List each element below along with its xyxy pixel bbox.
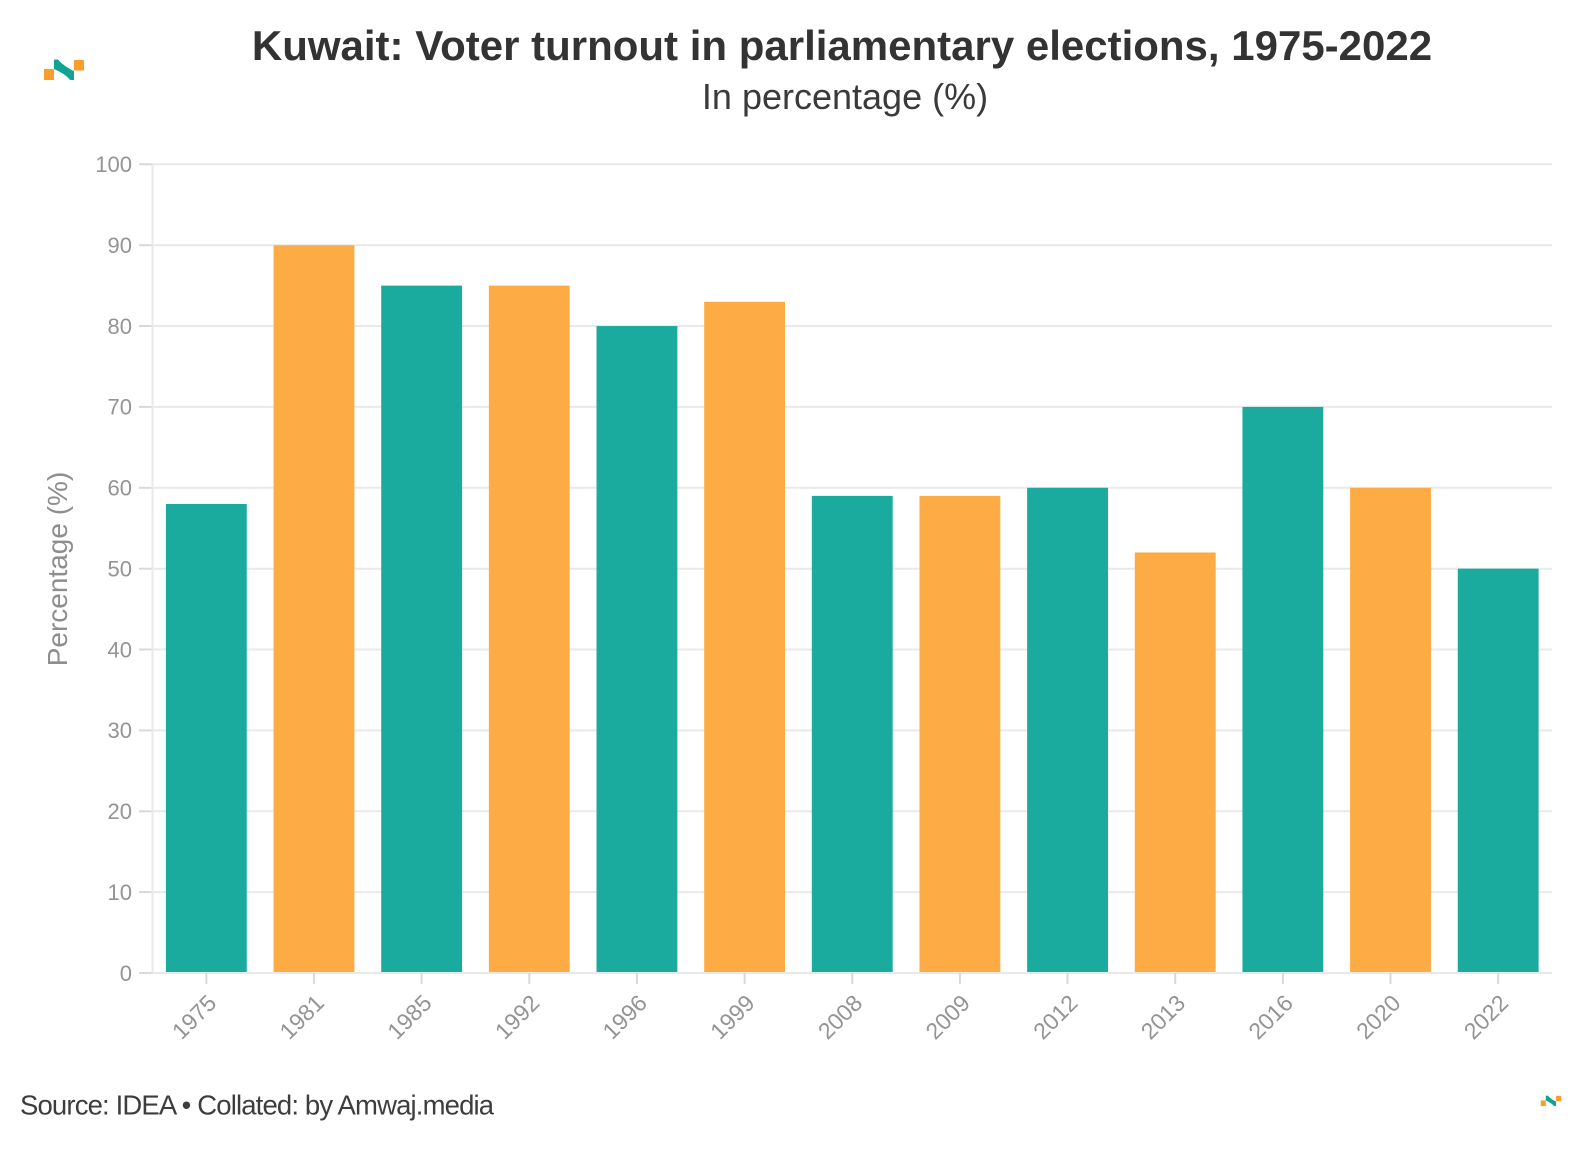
svg-text:60: 60 — [108, 476, 132, 501]
svg-text:70: 70 — [108, 395, 132, 420]
svg-text:80: 80 — [108, 314, 132, 339]
svg-text:0: 0 — [120, 961, 132, 986]
svg-text:30: 30 — [108, 718, 132, 743]
svg-text:In percentage (%): In percentage (%) — [702, 76, 988, 117]
svg-text:20: 20 — [108, 799, 132, 824]
svg-text:Percentage (%): Percentage (%) — [42, 472, 73, 667]
svg-text:Kuwait: Voter turnout in parli: Kuwait: Voter turnout in parliamentary e… — [252, 22, 1432, 69]
svg-text:90: 90 — [108, 233, 132, 258]
svg-text:Source: IDEA • Collated: by Am: Source: IDEA • Collated: by Amwaj.media — [20, 1090, 495, 1121]
svg-text:100: 100 — [95, 152, 132, 177]
svg-text:40: 40 — [108, 637, 132, 662]
svg-text:50: 50 — [108, 557, 132, 582]
svg-text:10: 10 — [108, 880, 132, 905]
